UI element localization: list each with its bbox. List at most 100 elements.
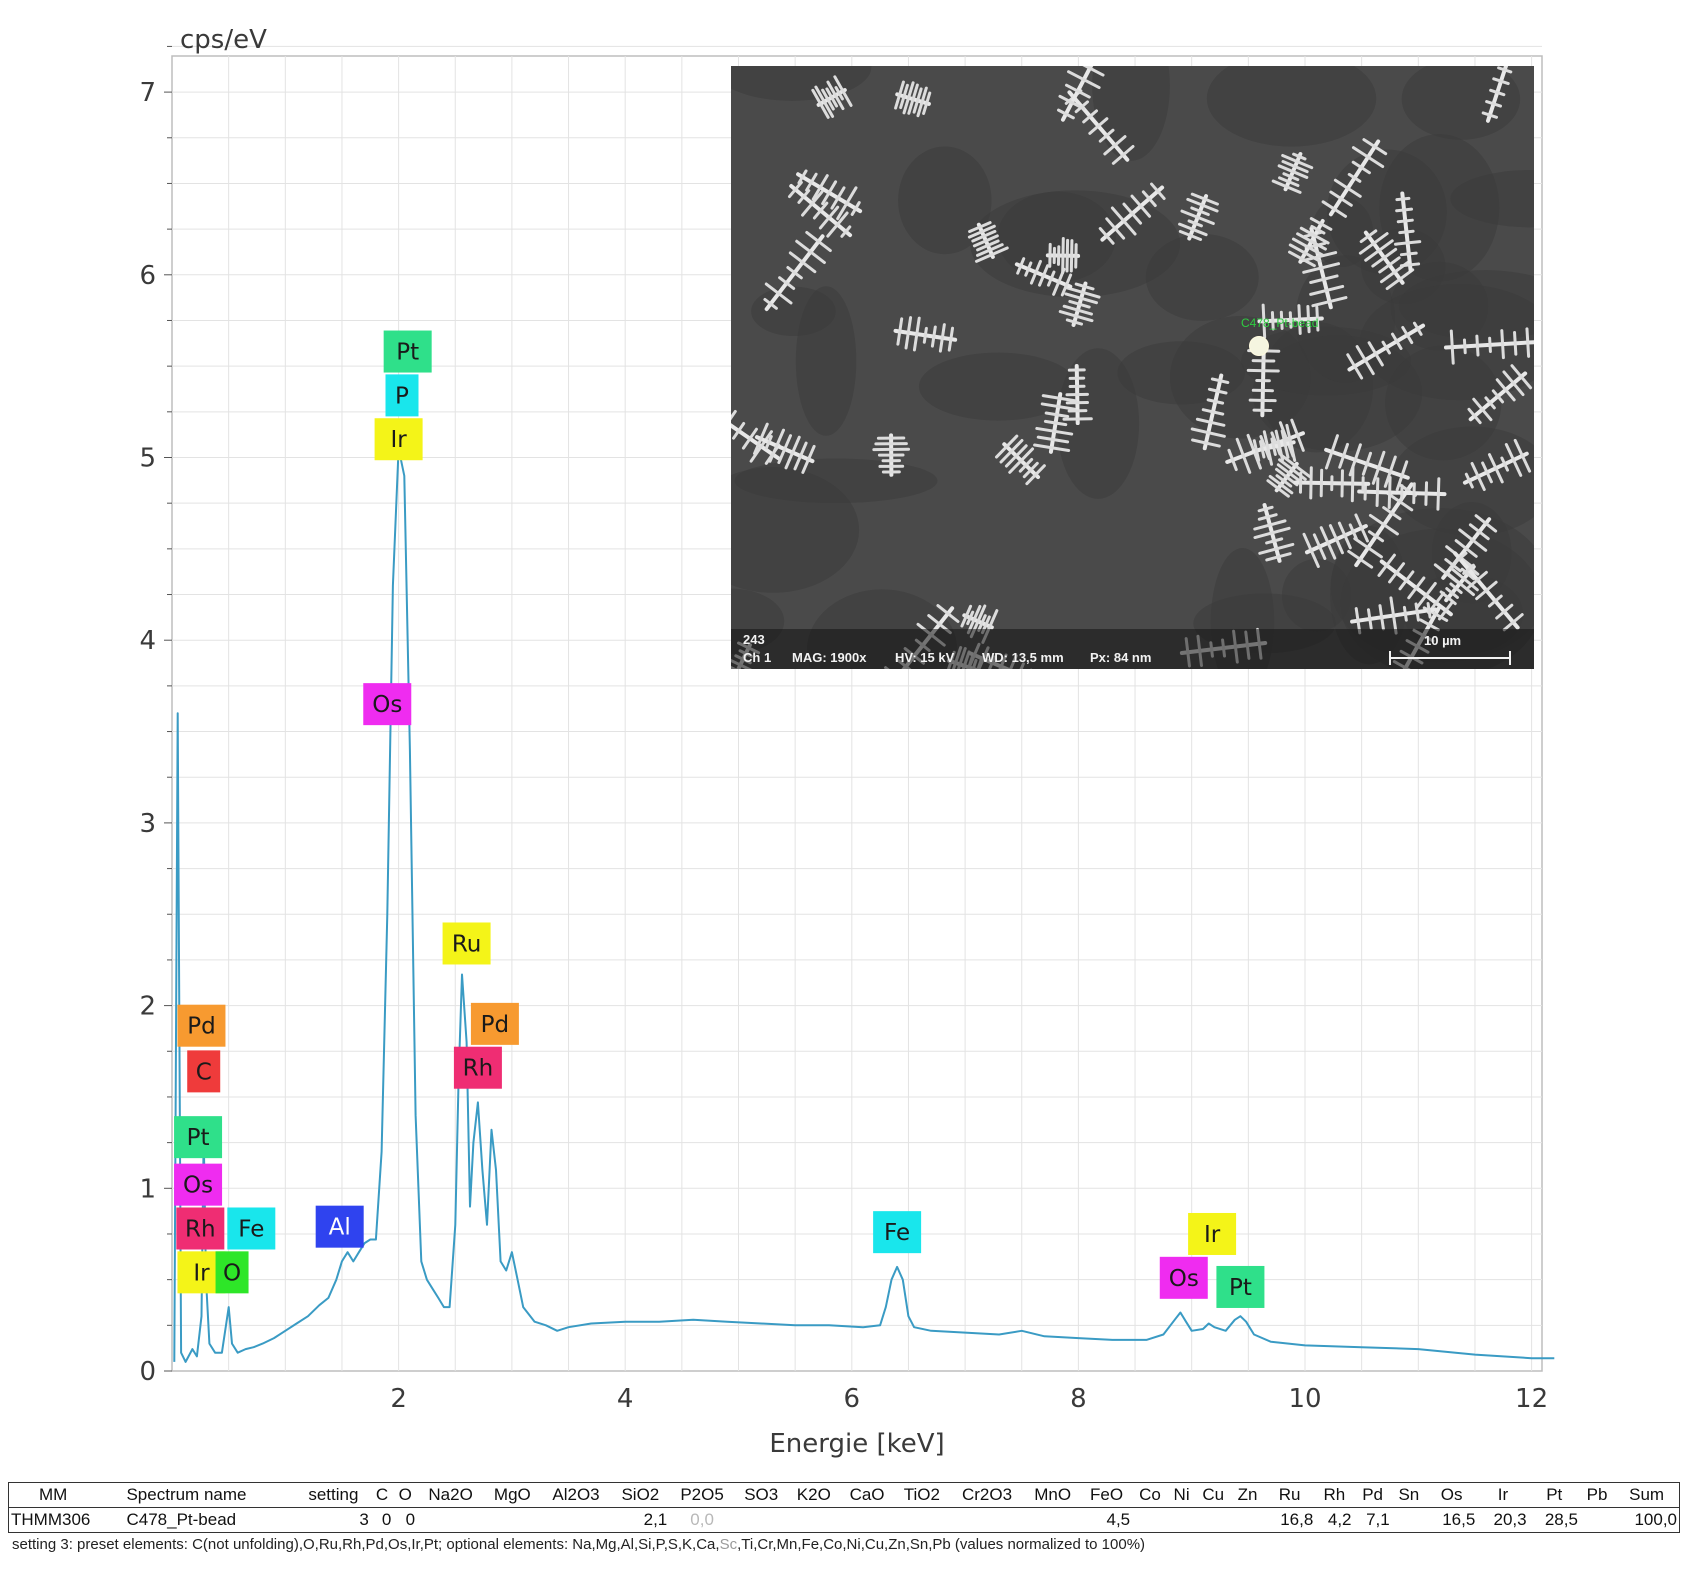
dendrite-arm xyxy=(1186,197,1219,213)
dendrite-arm xyxy=(966,604,982,635)
table-cell xyxy=(840,1507,894,1533)
dendrite-arm xyxy=(1008,447,1035,474)
peak-label-o: O xyxy=(215,1251,249,1294)
high-voltage: HV: 15 kV xyxy=(895,650,955,665)
peak-label-box xyxy=(383,330,432,373)
table-cell: 20,3 xyxy=(1477,1507,1529,1533)
matrix-patch xyxy=(1145,233,1259,321)
dendrite-arm xyxy=(1018,457,1034,473)
table-cell xyxy=(1132,1507,1168,1533)
dendrite-arm xyxy=(1306,304,1311,334)
dendrite-arm xyxy=(896,317,904,346)
dendrite-arm xyxy=(1033,443,1071,452)
dendrite-arm xyxy=(1105,217,1126,240)
dendrite-arm xyxy=(1353,537,1383,559)
column-header: Co xyxy=(1132,1482,1168,1508)
peak-label-box xyxy=(1188,1212,1237,1255)
dendrite-arm xyxy=(1398,229,1415,235)
spot-label: C478_Pt-bead xyxy=(1241,316,1319,330)
dendrite-arm xyxy=(818,205,840,230)
dendrite-arm xyxy=(1110,206,1137,236)
dendrite-arm xyxy=(1388,562,1406,584)
dendrite xyxy=(1443,327,1534,365)
peak-label-fe: Fe xyxy=(227,1207,276,1250)
dendrite xyxy=(753,422,816,474)
dendrite-arm xyxy=(826,211,849,238)
dendrite-arm xyxy=(1312,533,1327,560)
dendrite-arm xyxy=(1502,613,1524,632)
dendrite-arm xyxy=(1468,523,1490,541)
dendrite-arm xyxy=(821,88,835,111)
dendrite-arm xyxy=(1309,466,1313,500)
dendrite-arm xyxy=(1103,135,1127,156)
dendrite-arm xyxy=(1383,455,1397,488)
peak-label-text: C xyxy=(196,1059,212,1085)
dendrite xyxy=(893,316,958,353)
dendrite xyxy=(1062,363,1093,426)
column-header: TiO2 xyxy=(894,1482,950,1508)
spectrum-series xyxy=(173,447,1555,1363)
column-header: Rh xyxy=(1315,1482,1354,1508)
column-header: SO3 xyxy=(734,1482,788,1508)
table-cell: 0,0 xyxy=(669,1507,735,1533)
spot-marker xyxy=(1249,336,1269,356)
dendrite-arm xyxy=(777,434,792,465)
dendrite-arm xyxy=(768,428,785,463)
dendrite-arm xyxy=(1036,435,1070,444)
y-tick-label: 1 xyxy=(139,1174,156,1204)
table-cell xyxy=(1579,1507,1615,1533)
dendrite-arm xyxy=(1058,310,1094,323)
dendrite-arm xyxy=(1022,461,1039,479)
dendrite-arm xyxy=(814,85,835,118)
dendrite-arm xyxy=(1206,398,1225,405)
dendrite-arm xyxy=(1065,318,1084,326)
dendrite-arm xyxy=(1362,138,1388,156)
peak-label-text: Os xyxy=(372,692,402,718)
dendrite-arm xyxy=(1041,394,1078,403)
dendrite-arm xyxy=(1513,438,1532,473)
table-cell: 4,2 xyxy=(1315,1507,1354,1533)
peak-label-box xyxy=(227,1207,276,1250)
dendrite-arm xyxy=(966,610,975,626)
dendrite-arm xyxy=(1525,327,1531,358)
dendrite-arm xyxy=(811,174,829,201)
dendrite-arm xyxy=(1361,451,1373,476)
dendrite-arm xyxy=(834,86,844,101)
table-header-row: MM Spectrum name setting C O Na2O MgO Al2O3 SiO2… xyxy=(8,1482,1681,1508)
dendrite xyxy=(1346,321,1426,380)
dendrite-arm xyxy=(1347,549,1374,569)
dendrite-arm xyxy=(1378,604,1385,631)
dendrite-arm xyxy=(1029,259,1042,285)
dendrite-arm xyxy=(797,169,808,185)
peak-label-rh: Rh xyxy=(176,1207,225,1250)
dendrite xyxy=(994,434,1046,486)
dendrite-arm xyxy=(938,323,946,353)
dendrite-arm xyxy=(1414,602,1420,622)
dendrite-arm xyxy=(1467,570,1488,589)
dendrite-arm xyxy=(1040,402,1076,411)
dendrite-arm xyxy=(1464,472,1474,489)
table-cell: 16,8 xyxy=(1264,1507,1316,1533)
table-cell: 3 xyxy=(295,1507,371,1533)
dendrite-arm xyxy=(1004,444,1028,468)
dendrite-arm xyxy=(1296,232,1327,251)
table-cell: 2,1 xyxy=(611,1507,670,1533)
peak-label-ir: Ir xyxy=(374,418,423,461)
dendrite-arm xyxy=(1492,77,1510,86)
dendrite-arm xyxy=(1355,345,1375,376)
dendrite-arm xyxy=(1488,336,1492,353)
dendrite-arm xyxy=(1348,523,1358,541)
dendrite-arm xyxy=(830,186,846,210)
dendrite-arm xyxy=(912,87,923,114)
peak-label-text: Pt xyxy=(396,340,419,366)
column-header: K2O xyxy=(787,1482,841,1508)
dendrite xyxy=(1481,66,1513,123)
x-tick-label: 2 xyxy=(390,1384,407,1414)
dendrite-arm xyxy=(1299,251,1338,263)
dendrite-arm xyxy=(1364,239,1394,262)
column-header: P2O5 xyxy=(669,1482,735,1508)
dendrite-arm xyxy=(732,421,746,440)
dendrite-arm xyxy=(930,325,937,348)
footnote-part: ,Ti,Cr,Mn,Fe,Co,Ni,Cu,Zn,Sn,Pb (values n… xyxy=(737,1536,1146,1553)
dendrite-arm xyxy=(1068,299,1091,309)
